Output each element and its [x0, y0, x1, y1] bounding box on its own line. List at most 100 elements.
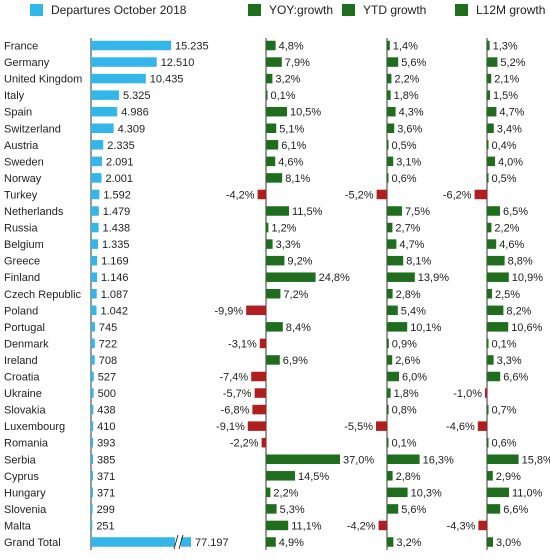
l12m-growth-bar	[487, 371, 501, 382]
yoy-growth-value-label: -7,4%	[219, 372, 248, 384]
l12m-growth-bar	[487, 272, 509, 282]
departures-value-label: 1.592	[103, 189, 131, 201]
departures-bar	[91, 173, 102, 183]
departures-value-label: 708	[99, 355, 117, 367]
yoy-growth-value-label: -5,7%	[223, 388, 252, 400]
category-label: Poland	[4, 305, 38, 317]
departures-value-label: 4.986	[121, 107, 149, 119]
category-label: Austria	[4, 140, 39, 152]
ytd-growth-value-label: 13,9%	[418, 272, 449, 284]
l12m-growth-bar	[487, 338, 489, 349]
ytd-growth-bar	[387, 537, 394, 547]
l12m-growth-bar	[485, 388, 487, 398]
category-label: United Kingdom	[4, 74, 82, 86]
departures-bar	[91, 305, 97, 316]
category-label: Cyprus	[4, 471, 39, 483]
departures-bar	[91, 404, 94, 415]
yoy-growth-bar	[266, 272, 316, 282]
l12m-growth-bar	[487, 156, 495, 167]
ytd-growth-bar	[387, 106, 396, 117]
yoy-growth-bar	[266, 239, 273, 249]
yoy-growth-value-label: 3,2%	[275, 74, 300, 86]
l12m-growth-bar	[487, 454, 519, 464]
yoy-growth-bar	[251, 371, 266, 382]
ytd-growth-value-label: 5,6%	[401, 504, 426, 516]
legend-label-ytd-growth: YTD growth	[363, 3, 426, 17]
departures-value-label: 438	[97, 405, 115, 417]
ytd-growth-value-label: -5,2%	[345, 189, 374, 201]
ytd-growth-value-label: 1,4%	[393, 41, 418, 53]
ytd-growth-value-label: -4,2%	[347, 520, 376, 532]
departures-bar	[91, 206, 99, 216]
departures-bar	[91, 272, 98, 282]
l12m-growth-value-label: 15,8%	[522, 454, 550, 466]
ytd-growth-bar	[387, 123, 395, 133]
departures-value-label: 500	[98, 388, 116, 400]
l12m-growth-bar	[487, 504, 501, 514]
departures-value-label: 5.325	[123, 90, 151, 102]
ytd-growth-bar	[387, 173, 389, 183]
legend-swatch-yoy-growth	[248, 4, 261, 16]
yoy-growth-value-label: 4,8%	[279, 41, 304, 53]
legend-label-yoy-growth: YOY:growth	[269, 3, 333, 17]
l12m-growth-value-label: 10,9%	[512, 272, 543, 284]
l12m-growth-value-label: 3,3%	[497, 355, 522, 367]
departures-bar	[91, 73, 146, 84]
ytd-growth-bar	[387, 40, 390, 51]
yoy-growth-bar	[266, 123, 277, 133]
departures-value-label: 2.091	[106, 156, 134, 168]
departures-bar	[91, 156, 102, 167]
l12m-growth-value-label: 5,2%	[500, 57, 525, 69]
yoy-growth-bar	[266, 487, 271, 498]
l12m-growth-bar	[487, 355, 494, 365]
l12m-growth-value-label: 1,5%	[493, 90, 518, 102]
l12m-growth-value-label: 2,9%	[496, 471, 521, 483]
yoy-growth-value-label: 2,2%	[273, 487, 298, 499]
yoy-growth-value-label: 11,5%	[292, 206, 323, 218]
yoy-growth-bar	[266, 537, 276, 547]
departures-bar	[91, 371, 94, 382]
ytd-growth-bar	[387, 322, 408, 332]
ytd-growth-bar	[376, 421, 387, 431]
category-label: Slovenia	[4, 504, 47, 516]
ytd-growth-bar	[387, 437, 389, 448]
yoy-growth-bar	[259, 338, 266, 349]
ytd-growth-value-label: 0,5%	[392, 140, 417, 152]
l12m-growth-bar	[487, 537, 493, 547]
l12m-growth-value-label: -1,0%	[453, 388, 482, 400]
category-label: Serbia	[4, 454, 37, 466]
ytd-growth-bar	[387, 272, 415, 282]
l12m-growth-value-label: 0,7%	[492, 405, 517, 417]
category-label: Spain	[4, 107, 32, 119]
departures-bar	[91, 289, 97, 299]
l12m-growth-value-label: -4,6%	[446, 421, 475, 433]
l12m-growth-bar	[487, 222, 492, 233]
l12m-growth-value-label: 11,0%	[512, 487, 543, 499]
ytd-growth-bar	[387, 388, 391, 398]
departures-bar	[91, 537, 191, 547]
l12m-growth-bar	[487, 106, 497, 117]
l12m-growth-value-label: 0,5%	[492, 173, 517, 185]
l12m-growth-value-label: -6,2%	[443, 189, 472, 201]
departures-value-label: 299	[97, 504, 115, 516]
axis-break-line	[178, 534, 184, 550]
departures-value-label: 2.335	[107, 140, 135, 152]
departures-value-label: 12.510	[161, 57, 195, 69]
ytd-growth-value-label: 0,6%	[392, 173, 417, 185]
l12m-growth-value-label: 0,4%	[492, 140, 517, 152]
departures-value-label: 371	[97, 487, 115, 499]
ytd-growth-bar	[387, 454, 420, 464]
l12m-growth-bar	[487, 173, 489, 183]
ytd-growth-value-label: 6,0%	[402, 372, 427, 384]
category-label: France	[4, 41, 38, 53]
yoy-growth-bar	[266, 322, 283, 332]
yoy-growth-value-label: -6,8%	[221, 405, 250, 417]
category-label: Turkey	[4, 189, 38, 201]
ytd-growth-value-label: 0,8%	[392, 405, 417, 417]
ytd-growth-bar	[387, 404, 389, 415]
ytd-growth-bar	[387, 90, 391, 100]
yoy-growth-value-label: -9,1%	[216, 421, 245, 433]
departures-bar	[91, 90, 119, 100]
ytd-growth-bar	[387, 355, 393, 365]
